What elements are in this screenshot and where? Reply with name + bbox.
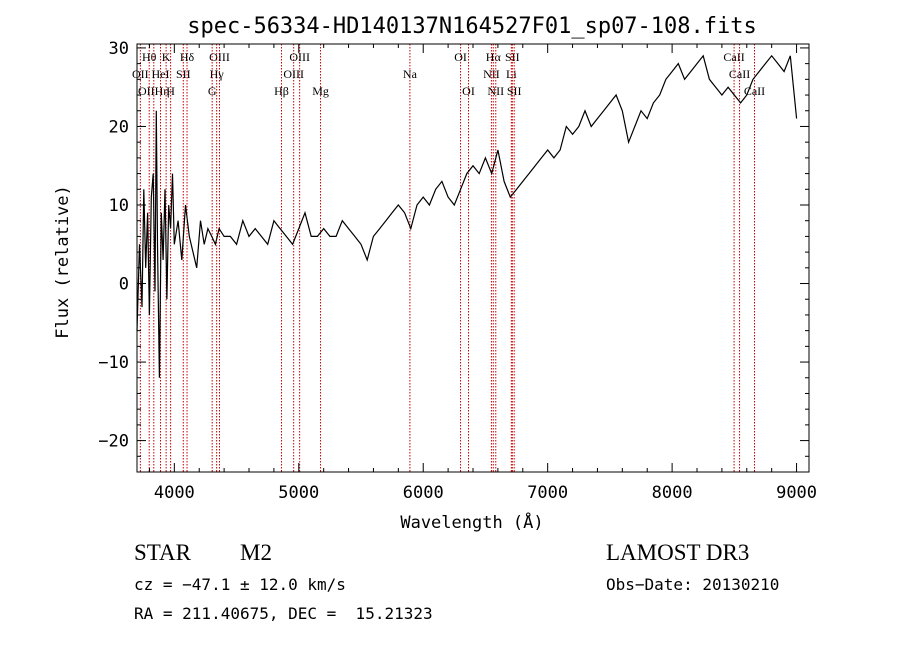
plot-frame <box>136 43 810 473</box>
obs-date: Obs−Date: 20130210 <box>606 575 780 594</box>
object-type: STAR <box>134 540 191 565</box>
marker-label-9: Hγ <box>210 67 225 81</box>
marker-label-0: Hθ <box>142 50 157 64</box>
y-tick-label-5: 30 <box>109 39 129 59</box>
marker-label-7: Hδ <box>180 50 195 64</box>
chart-title: spec-56334-HD140137N164527F01_sp07-108.f… <box>187 14 757 39</box>
marker-label-25: CaII <box>729 67 750 81</box>
marker-label-23: SII <box>507 84 522 98</box>
marker-label-5: HeI <box>152 67 170 81</box>
marker-label-19: Hα <box>486 50 502 64</box>
marker-label-17: OI <box>462 84 475 98</box>
x-tick-label-5: 9000 <box>776 483 817 503</box>
marker-label-15: Na <box>403 67 418 81</box>
y-tick-label-3: 10 <box>109 196 129 216</box>
marker-label-6: SII <box>176 67 191 81</box>
x-tick-label-3: 7000 <box>527 483 568 503</box>
axes: 4000 5000 6000 7000 8000 9000 −20 −10 0 10 20 30 <box>98 39 817 503</box>
marker-label-10: G <box>208 84 217 98</box>
x-tick-label-2: 6000 <box>403 483 444 503</box>
coordinates: RA = 211.40675, DEC = 15.21323 <box>134 604 433 623</box>
cz-value: cz = −47.1 ± 12.0 km/s <box>134 575 346 594</box>
marker-label-12: OIII <box>283 67 304 81</box>
subclass: M2 <box>240 540 272 565</box>
marker-label-22: SII <box>505 50 520 64</box>
x-tick-label-0: 4000 <box>154 483 195 503</box>
y-tick-label-4: 20 <box>109 117 129 137</box>
marker-label-3: K <box>162 50 171 64</box>
y-tick-label-2: 0 <box>119 275 129 295</box>
x-axis-label: Wavelength (Å) <box>400 511 543 533</box>
flux-series <box>136 54 798 378</box>
marker-label-26: CaII <box>744 84 765 98</box>
y-axis-label: Flux (relative) <box>53 185 73 339</box>
marker-label-14: Mg <box>312 84 329 98</box>
marker-label-24: CaII <box>723 50 744 64</box>
marker-label-13: OIII <box>289 50 310 64</box>
marker-label-4: H <box>166 84 175 98</box>
marker-label-18: NII <box>483 67 500 81</box>
marker-label-11: Hβ <box>274 84 289 98</box>
x-tick-label-4: 8000 <box>652 483 693 503</box>
flux-line <box>136 54 798 378</box>
marker-label-8: OIII <box>209 50 230 64</box>
spectral-line-markers: Hθ OII OIIHη K H HeI SII Hδ OIII Hγ G Hβ OIII OIII Mg N… <box>132 44 765 472</box>
y-tick-label-0: −20 <box>98 432 129 452</box>
survey-name: LAMOST DR3 <box>606 540 750 565</box>
marker-label-16: OI <box>454 50 467 64</box>
x-tick-label-1: 5000 <box>278 483 319 503</box>
marker-label-1: OII <box>132 67 149 81</box>
marker-label-20: NII <box>487 84 504 98</box>
y-tick-label-1: −10 <box>98 353 129 373</box>
marker-label-21: Li <box>506 67 517 81</box>
marker-label-2: OIIHη <box>138 84 170 98</box>
